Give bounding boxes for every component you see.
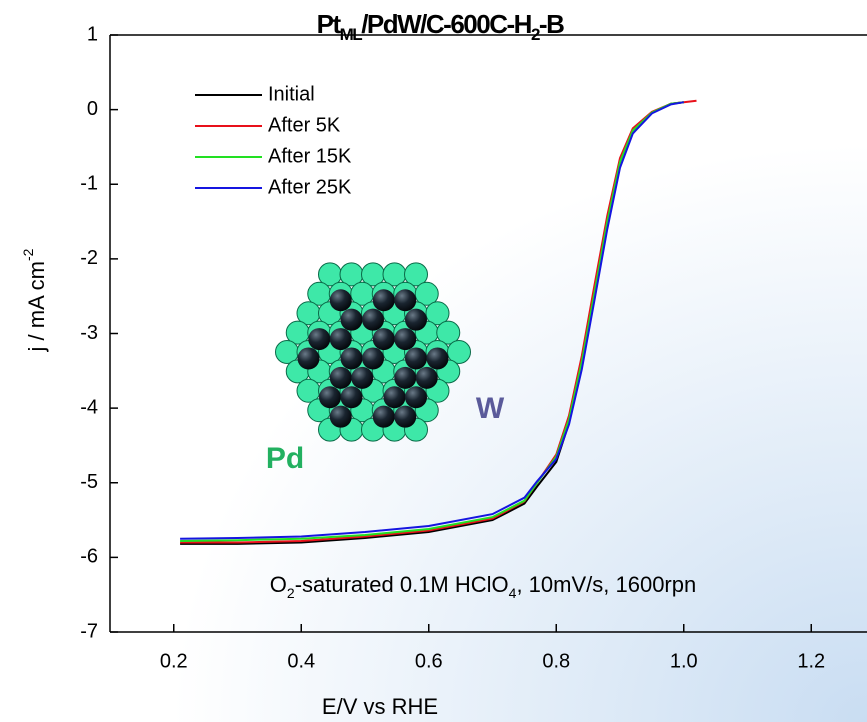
w-atom	[329, 405, 352, 428]
pd-atom	[447, 340, 471, 364]
w-atom	[394, 366, 417, 389]
pd-atom	[425, 301, 450, 326]
inset-cluster	[275, 262, 471, 442]
series-line	[180, 101, 684, 542]
w-atom	[362, 308, 384, 331]
x-tick-label: 1.2	[797, 650, 825, 672]
w-atom	[329, 366, 352, 389]
title-part: Pt	[317, 9, 342, 39]
y-tick-label: 1	[87, 23, 98, 45]
w-atom	[394, 289, 417, 312]
ylabel-part: j / mA cm	[24, 261, 49, 352]
annotation-part: -saturated 0.1M HClO	[295, 572, 509, 597]
w-atom	[405, 308, 427, 331]
w-atom	[372, 289, 395, 312]
w-atom	[362, 347, 384, 370]
w-atom	[372, 328, 395, 351]
w-atom	[383, 386, 406, 409]
y-tick-label: -1	[80, 173, 98, 195]
title-part: -B	[539, 9, 564, 39]
y-tick-label: -6	[80, 546, 98, 568]
y-tick-label: -7	[80, 620, 98, 642]
pd-atom	[414, 281, 439, 306]
y-tick-label: 0	[87, 98, 98, 120]
x-tick-label: 0.2	[160, 650, 188, 672]
annotation: O2-saturated 0.1M HClO4, 10mV/s, 1600rpn	[270, 572, 696, 601]
y-tick-label: -5	[80, 471, 98, 493]
legend-label: After 5K	[268, 114, 341, 136]
y-tick-label: -4	[80, 396, 98, 418]
ylabel-part: -2	[20, 248, 36, 261]
inset-label: Pd	[266, 442, 304, 475]
x-tick-label: 0.6	[415, 650, 443, 672]
inset-label: W	[476, 392, 505, 425]
annotation-part: , 10mV/s, 1600rpn	[516, 572, 696, 597]
legend-label: After 25K	[268, 176, 352, 198]
y-tick-label: -2	[80, 247, 98, 269]
pd-atom	[436, 320, 461, 345]
legend-label: Initial	[268, 83, 315, 105]
title-part: ML	[340, 25, 363, 44]
pd-atom	[404, 262, 428, 287]
title: PtML/PdW/C-600C-H2-B	[317, 9, 564, 45]
title-part: /PdW/C-600C-H	[361, 9, 531, 39]
w-atom	[308, 328, 331, 351]
w-atom	[415, 366, 438, 389]
x-tick-label: 1.0	[670, 650, 698, 672]
w-atom	[329, 328, 352, 351]
w-atom	[319, 386, 341, 409]
annotation-part: 2	[287, 585, 295, 601]
ylabel: j / mA cm-2	[20, 248, 49, 352]
y-tick-label: -3	[80, 322, 98, 344]
w-atom	[394, 328, 417, 351]
w-atom	[394, 405, 417, 428]
annotation-part: 4	[509, 585, 517, 601]
w-atom	[405, 386, 427, 409]
title-part: 2	[531, 25, 540, 44]
w-atom	[340, 386, 363, 409]
w-atom	[329, 289, 352, 312]
x-tick-label: 0.8	[542, 650, 570, 672]
w-atom	[426, 347, 449, 370]
w-atom	[340, 308, 363, 331]
w-atom	[372, 405, 395, 428]
annotation-part: O	[270, 572, 287, 597]
series-line	[180, 101, 684, 540]
w-atom	[340, 347, 363, 370]
w-atom	[351, 366, 374, 389]
x-tick-label: 0.4	[287, 650, 315, 672]
w-atom	[405, 347, 427, 370]
x-axis-label: E/V vs RHE	[322, 694, 438, 719]
w-atom	[297, 347, 320, 370]
legend-label: After 15K	[268, 145, 352, 167]
